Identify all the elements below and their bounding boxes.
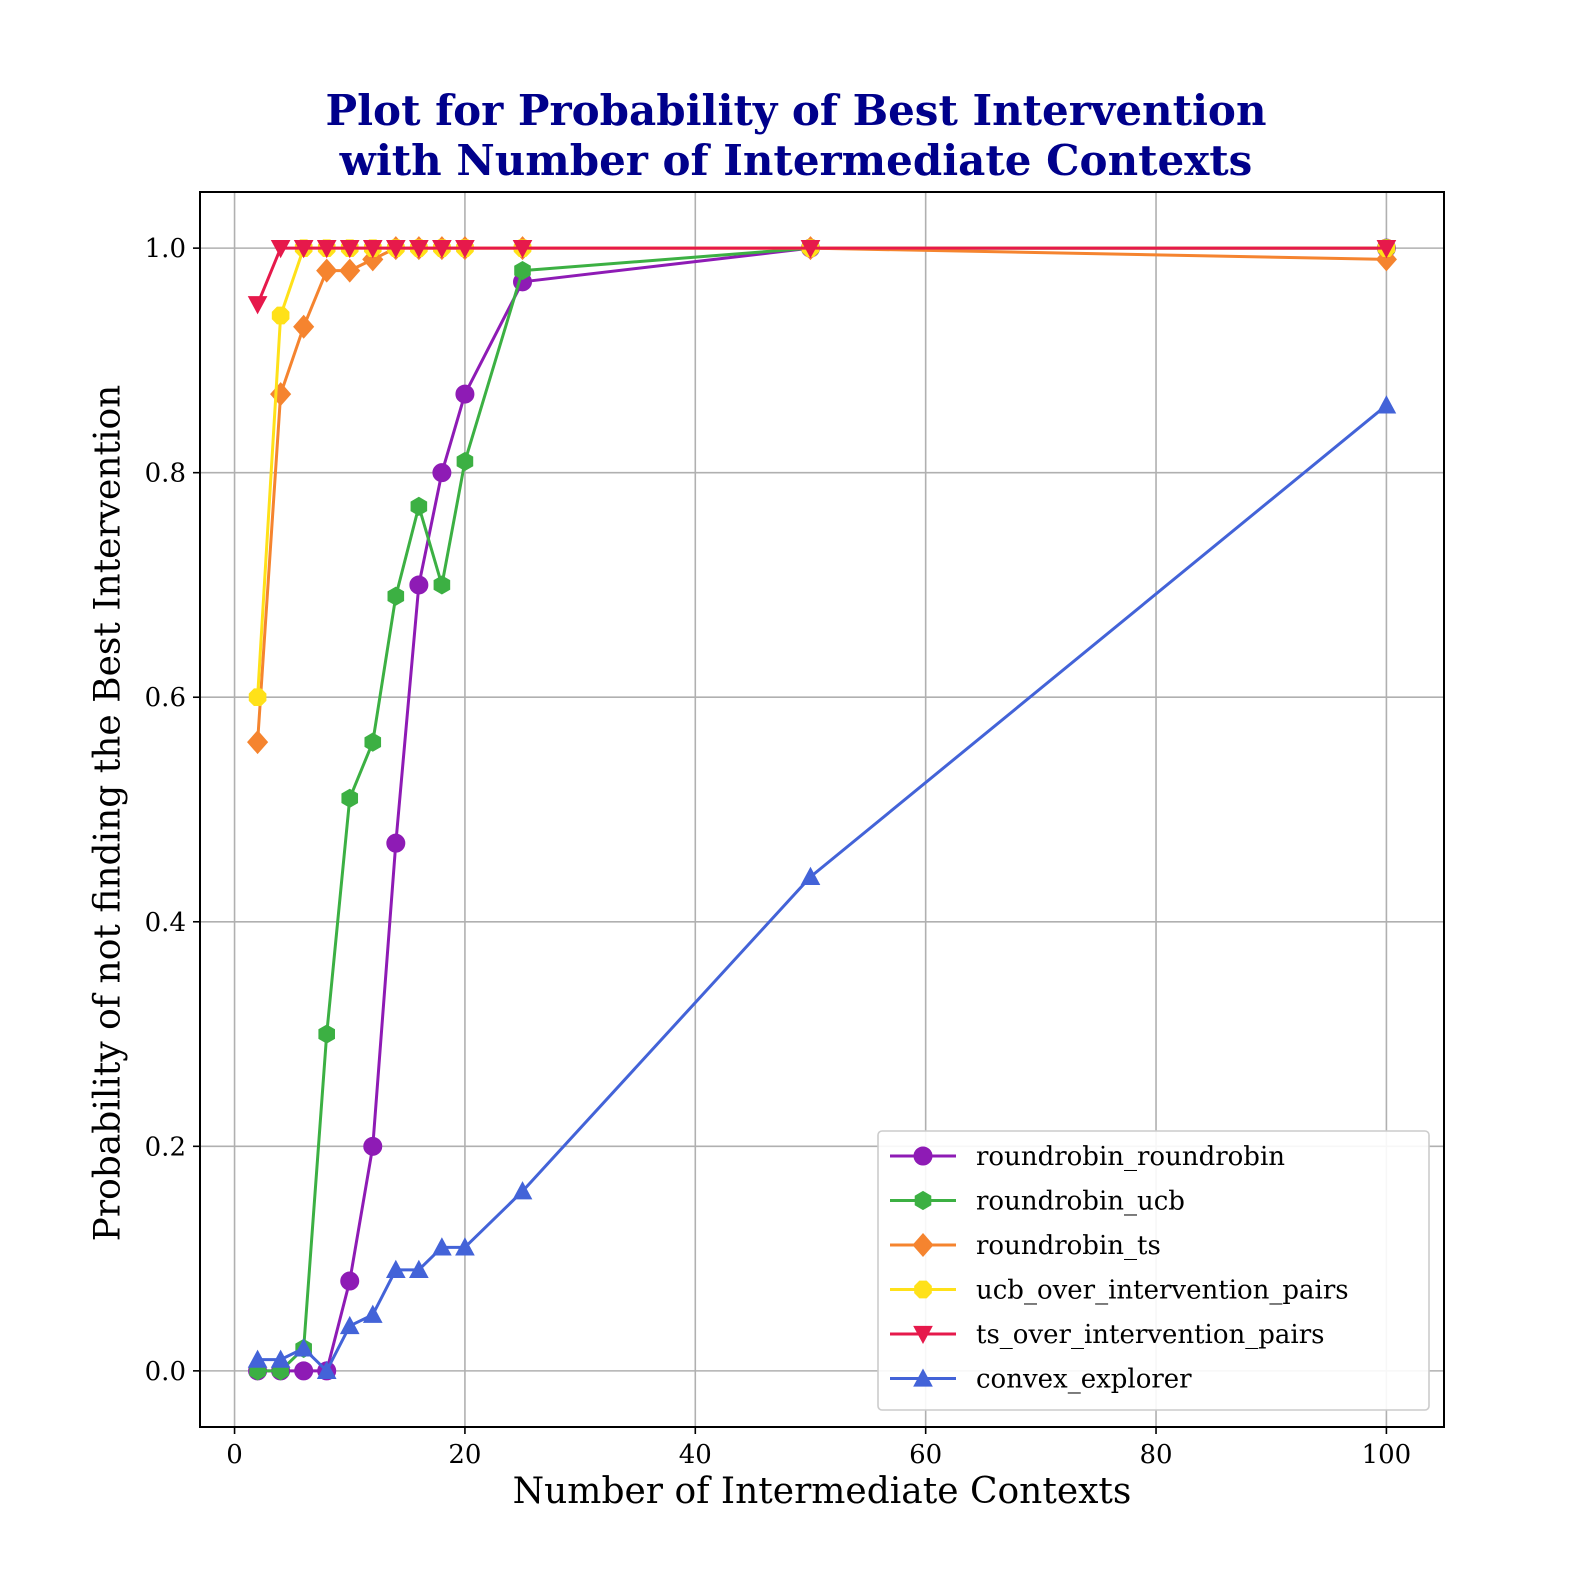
legend-marker-ucb_over_intervention_pairs [914, 1280, 932, 1299]
data-point-roundrobin_ucb [341, 788, 359, 808]
data-point-ucb_over_intervention_pairs [248, 688, 267, 707]
data-point-roundrobin_roundrobin [409, 575, 429, 595]
chart-title-line2: with Number of Intermediate Contexts [339, 136, 1253, 185]
legend: roundrobin_roundrobin roundrobin_ucbround… [877, 1130, 1430, 1411]
y-tick-label: 0.8 [145, 459, 186, 489]
data-point-ts_over_intervention_pairs [247, 296, 268, 315]
data-point-roundrobin_ucb [514, 261, 531, 281]
data-point-convex_explorer [293, 1338, 314, 1357]
data-point-roundrobin_ts [293, 314, 315, 339]
y-tick-label: 0.4 [145, 908, 186, 938]
legend-label-roundrobin_ts: roundrobin_ts [976, 1231, 1161, 1261]
data-point-roundrobin_ucb [410, 496, 428, 516]
y-tick-label: 0.6 [145, 683, 186, 713]
data-point-roundrobin_ucb [387, 586, 405, 606]
legend-marker-roundrobin_roundrobin [913, 1146, 933, 1166]
legend-label-roundrobin_roundrobin: roundrobin_roundrobin [976, 1142, 1285, 1172]
data-point-convex_explorer [800, 866, 821, 886]
x-tick-label: 100 [1362, 1440, 1412, 1470]
y-tick-label: 0.2 [145, 1132, 186, 1162]
legend-marker-roundrobin_ts [912, 1232, 934, 1258]
data-point-roundrobin_ucb [456, 451, 474, 472]
data-point-roundrobin_ts [247, 730, 269, 755]
legend-marker-convex_explorer [913, 1368, 933, 1387]
data-point-ts_over_intervention_pairs [1376, 239, 1397, 259]
x-tick-label: 20 [448, 1440, 481, 1470]
data-point-convex_explorer [455, 1237, 475, 1256]
legend-label-convex_explorer: convex_explorer [976, 1365, 1192, 1395]
data-point-ts_over_intervention_pairs [385, 239, 406, 259]
legend-marker-roundrobin_ucb [914, 1190, 932, 1211]
data-point-roundrobin_ts [339, 258, 361, 283]
legend-label-ucb_over_intervention_pairs: ucb_over_intervention_pairs [976, 1276, 1349, 1306]
series-line-roundrobin_ts [256, 246, 1387, 743]
data-point-ts_over_intervention_pairs [270, 239, 291, 259]
data-point-convex_explorer [362, 1304, 383, 1323]
x-tick-label: 40 [679, 1440, 712, 1470]
x-axis-label: Number of Intermediate Contexts [512, 1471, 1132, 1512]
series-convex_explorer [247, 395, 1397, 1380]
data-point-roundrobin_ucb [364, 732, 382, 752]
data-point-convex_explorer [270, 1349, 291, 1368]
y-axis-label: Probability of not finding the Best Inte… [87, 384, 129, 1242]
data-point-ts_over_intervention_pairs [362, 239, 383, 259]
legend-box [877, 1130, 1430, 1411]
series-ts_over_intervention_pairs [247, 239, 1397, 315]
data-point-convex_explorer [432, 1237, 452, 1256]
x-tick-label: 0 [226, 1440, 243, 1470]
data-point-roundrobin_ts [270, 382, 292, 407]
data-point-ts_over_intervention_pairs [293, 239, 314, 259]
y-tick-label: 1.0 [145, 234, 186, 264]
data-point-roundrobin_ts [362, 247, 384, 272]
legend-label-roundrobin_ucb: roundrobin_ucb [976, 1187, 1185, 1217]
x-tick-label: 60 [909, 1440, 942, 1470]
plot-frame [199, 191, 1445, 1428]
chart-title-line1: Plot for Probability of Best Interventio… [325, 86, 1267, 135]
data-point-convex_explorer [409, 1259, 429, 1278]
y-tick-label: 0.0 [145, 1357, 186, 1387]
x-tick-label: 80 [1139, 1440, 1172, 1470]
data-point-convex_explorer [247, 1349, 268, 1368]
data-point-convex_explorer [385, 1259, 406, 1278]
series-roundrobin_ts [247, 236, 1397, 755]
legend-marker-ts_over_intervention_pairs [913, 1325, 933, 1345]
data-point-roundrobin_ts [1375, 247, 1397, 272]
data-point-roundrobin_roundrobin [294, 1361, 314, 1381]
data-point-convex_explorer [1376, 395, 1397, 414]
data-point-ts_over_intervention_pairs [409, 239, 429, 259]
data-point-roundrobin_ucb [433, 575, 451, 595]
data-point-ts_over_intervention_pairs [512, 239, 533, 259]
data-point-roundrobin_roundrobin [386, 833, 406, 853]
data-point-ts_over_intervention_pairs [455, 239, 475, 259]
data-point-ucb_over_intervention_pairs [271, 306, 290, 325]
axes: 0 20 40 60 80 100 0.0 0.2 0.4 0.6 0.8 1.0 [145, 234, 1412, 1470]
data-point-convex_explorer [339, 1315, 360, 1335]
data-point-ts_over_intervention_pairs [432, 239, 452, 259]
data-point-roundrobin_ts [316, 258, 338, 283]
legend-label-ts_over_intervention_pairs: ts_over_intervention_pairs [976, 1320, 1325, 1350]
data-point-roundrobin_ucb [318, 1024, 335, 1044]
data-point-ts_over_intervention_pairs [316, 239, 337, 259]
data-point-convex_explorer [512, 1181, 533, 1200]
data-point-ts_over_intervention_pairs [800, 239, 821, 259]
series-layer [247, 236, 1397, 1381]
data-point-roundrobin_roundrobin [363, 1136, 383, 1156]
data-point-roundrobin_roundrobin [455, 384, 475, 404]
data-point-convex_explorer [316, 1360, 337, 1380]
data-point-roundrobin_roundrobin [340, 1271, 360, 1291]
data-point-ts_over_intervention_pairs [339, 239, 360, 259]
data-point-roundrobin_roundrobin [432, 463, 452, 483]
